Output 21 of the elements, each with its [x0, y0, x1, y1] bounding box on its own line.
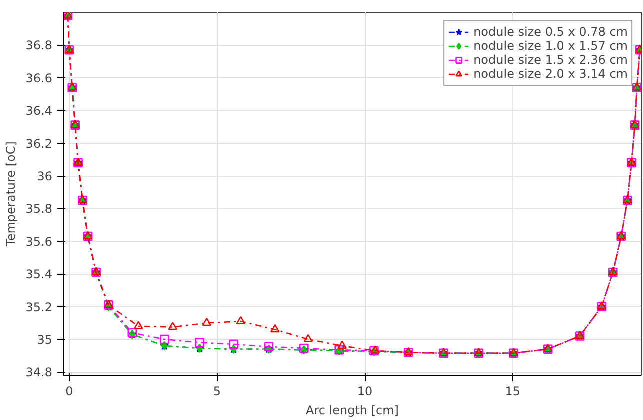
- y-tick-label: 35.2: [26, 300, 52, 314]
- y-axis-title: Temperature [oC]: [4, 142, 18, 248]
- legend-label: nodule size 0.5 x 0.78 cm: [474, 25, 628, 39]
- y-tick-label: 35: [37, 333, 53, 348]
- legend-label: nodule size 2.0 x 3.14 cm: [474, 67, 628, 81]
- y-tick-label: 34.8: [26, 366, 52, 380]
- x-axis-title: Arc length [cm]: [306, 404, 400, 418]
- y-tick-label: 36: [37, 170, 53, 184]
- y-tick-label: 35.6: [26, 234, 52, 249]
- y-tick-label: 36.2: [26, 136, 52, 151]
- y-tick-label: 36.4: [26, 104, 52, 118]
- x-tick-label: 0: [66, 384, 74, 398]
- x-tick-label: 5: [213, 384, 222, 398]
- y-tick-label: 35.8: [26, 202, 52, 216]
- x-tick-label: 15: [505, 384, 521, 398]
- y-tick-label: 36.8: [26, 38, 52, 53]
- legend-label: nodule size 1.0 x 1.57 cm: [474, 39, 628, 53]
- y-tick-label: 35.4: [26, 268, 52, 282]
- y-tick-label: 36.6: [26, 71, 52, 86]
- legend-label: nodule size 1.5 x 2.36 cm: [474, 53, 628, 67]
- x-tick-label: 10: [357, 384, 373, 398]
